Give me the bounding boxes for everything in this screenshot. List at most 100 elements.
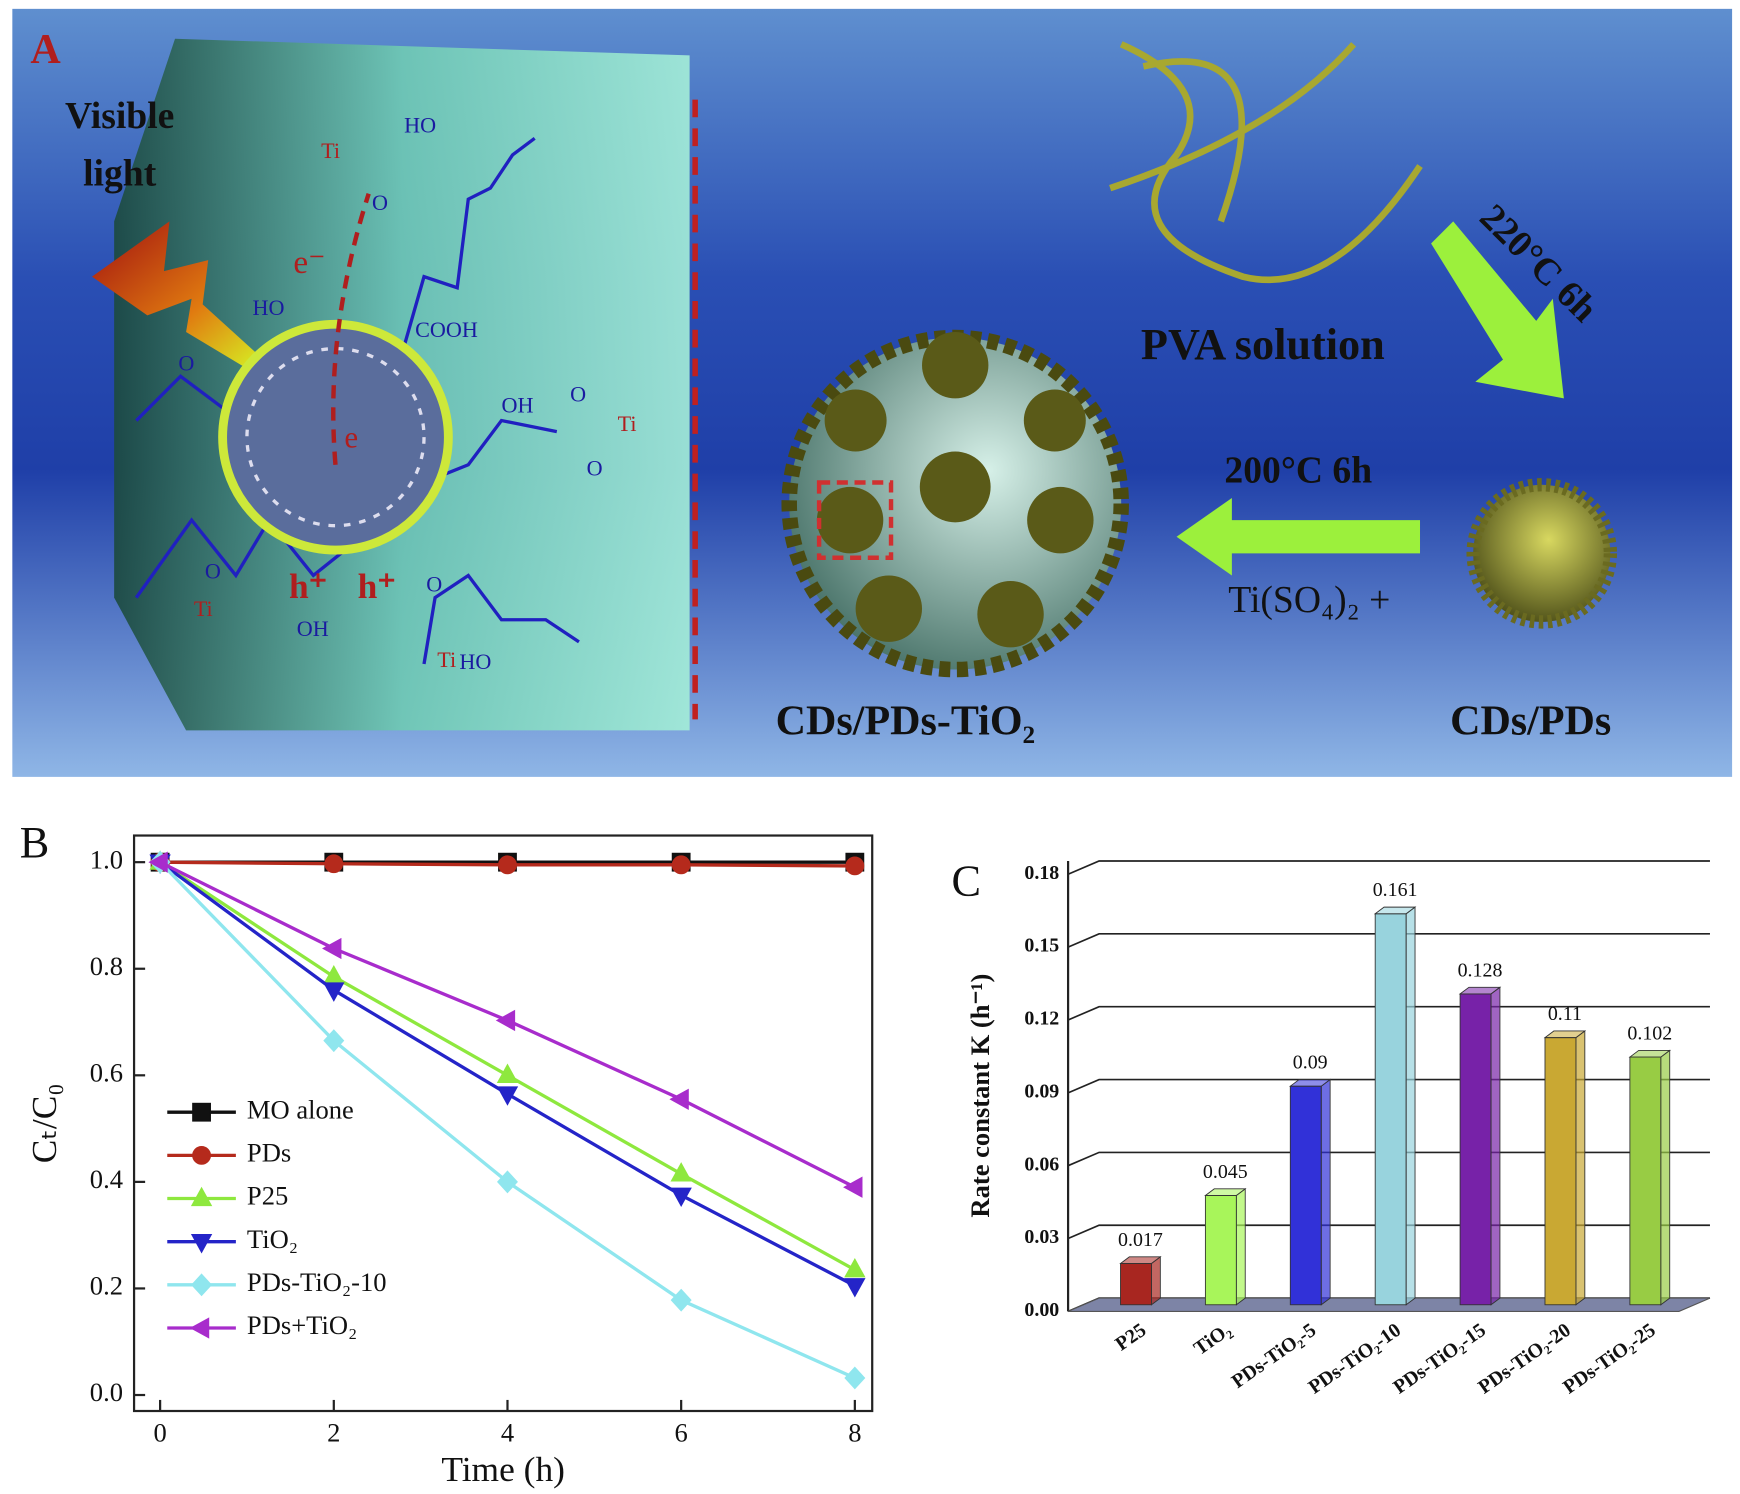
grid-line: [1067, 1078, 1710, 1094]
marker: [670, 1187, 692, 1207]
label: OH: [501, 392, 533, 417]
arrow-1: [1431, 221, 1564, 399]
bar-side: [1151, 1255, 1161, 1306]
value-label: 0.017: [1118, 1229, 1163, 1251]
marker: [323, 964, 345, 985]
marker: [670, 1162, 692, 1182]
x-tick-label: 8: [848, 1417, 861, 1447]
label: Visible: [65, 95, 174, 137]
label: h⁺: [358, 566, 396, 606]
bar-front: [1289, 1085, 1322, 1306]
bar-side: [1660, 1049, 1671, 1306]
label: e: [344, 420, 358, 455]
marker: [670, 1288, 692, 1312]
label: O: [426, 572, 442, 597]
x-tick-label: PDs-TiO₂-10: [1304, 1319, 1405, 1399]
bar-front: [1120, 1263, 1152, 1306]
y-axis-label: Rate constant K (h⁻¹): [965, 974, 995, 1218]
bar-top: [1119, 1256, 1162, 1264]
x-tick-label: PDs-TiO₂-20: [1474, 1319, 1575, 1399]
label: h⁺: [289, 566, 327, 606]
panel-label: C: [952, 856, 982, 905]
label: PVA solution: [1141, 320, 1385, 369]
y-tick-label: 0.4: [90, 1164, 123, 1194]
value-label: 0.09: [1293, 1052, 1328, 1074]
value-label: 0.102: [1627, 1022, 1672, 1044]
legend-label: PDs-TiO₂-10: [247, 1267, 387, 1297]
bar-front: [1459, 993, 1492, 1306]
marker: [844, 1278, 866, 1298]
marker: [671, 855, 691, 875]
grid-line: [1067, 1005, 1710, 1021]
carbon-cage: [245, 346, 426, 528]
bar-top: [1204, 1188, 1247, 1196]
label: Ti: [321, 138, 340, 163]
x-tick-label: PDs-TiO₂-25: [1559, 1319, 1660, 1399]
grid-line: [1067, 1224, 1710, 1240]
marker: [323, 1029, 345, 1053]
bar-side: [1405, 906, 1416, 1306]
legend-label: P25: [247, 1181, 288, 1211]
marker: [192, 1145, 211, 1165]
label: O: [570, 381, 586, 406]
value-label: 0.161: [1373, 879, 1418, 901]
marker: [192, 1102, 211, 1122]
y-tick-label: 0.00: [1024, 1299, 1059, 1321]
grid-line: [1067, 860, 1710, 876]
marker: [844, 1366, 866, 1390]
label: O: [587, 455, 603, 480]
label: O: [372, 190, 388, 215]
value-label: 0.045: [1203, 1161, 1248, 1183]
polymer-chains: [134, 137, 580, 665]
marker: [324, 854, 344, 874]
x-tick-label: 6: [675, 1417, 688, 1447]
panel-label: A: [30, 27, 61, 73]
grid-line: [1067, 1151, 1710, 1167]
y-tick-label: 0.18: [1024, 862, 1059, 884]
pva-strands: [1109, 41, 1423, 284]
y-tick-label: 0.2: [90, 1271, 123, 1301]
bar-top: [1288, 1079, 1332, 1087]
label: HO: [404, 112, 436, 137]
label: COOH: [415, 317, 478, 342]
x-tick-label: 4: [501, 1417, 514, 1447]
electron-path: [331, 192, 371, 465]
legend-label: MO alone: [247, 1094, 354, 1124]
y-tick-label: 0.0: [90, 1377, 123, 1407]
y-tick-label: 0.09: [1024, 1080, 1059, 1102]
zoom-square: [816, 480, 894, 560]
marker: [844, 1258, 866, 1278]
arrow-2: [1176, 498, 1421, 576]
y-tick-label: 0.15: [1024, 935, 1059, 957]
bar-front: [1204, 1195, 1237, 1306]
y-tick-label: 0.8: [90, 951, 123, 981]
y-axis-label: Cₜ/C₀: [24, 1083, 64, 1163]
grid-line: [1067, 933, 1710, 948]
label: e⁻: [293, 244, 325, 281]
panel-a: A Visible light Ti HO O e⁻ HO COOH e OH …: [12, 8, 1733, 777]
bar-front: [1374, 913, 1407, 1306]
label: Ti(SO₄)₂ +: [1228, 579, 1390, 621]
bar-top: [1628, 1049, 1672, 1058]
label: O: [178, 350, 194, 375]
marker: [148, 851, 168, 873]
marker: [495, 1009, 516, 1032]
legend-label: PDs+TiO₂: [247, 1310, 357, 1340]
marker: [496, 1063, 519, 1083]
plot-frame: [132, 834, 874, 1413]
y-tick-label: 0.12: [1024, 1008, 1059, 1030]
bar-top: [1458, 986, 1502, 995]
label: CDs/PDs: [1450, 699, 1611, 745]
label: Ti: [437, 647, 456, 672]
bar-side: [1575, 1030, 1586, 1306]
marker: [190, 1186, 213, 1207]
x-axis-label: Time (h): [441, 1449, 565, 1489]
marker: [498, 855, 517, 875]
marker: [191, 1273, 213, 1297]
x-tick-label: 2: [327, 1417, 340, 1447]
bar-side: [1235, 1187, 1246, 1306]
marker: [845, 856, 865, 876]
label: HO: [459, 649, 491, 674]
cd-pd-sphere: [1466, 478, 1617, 629]
